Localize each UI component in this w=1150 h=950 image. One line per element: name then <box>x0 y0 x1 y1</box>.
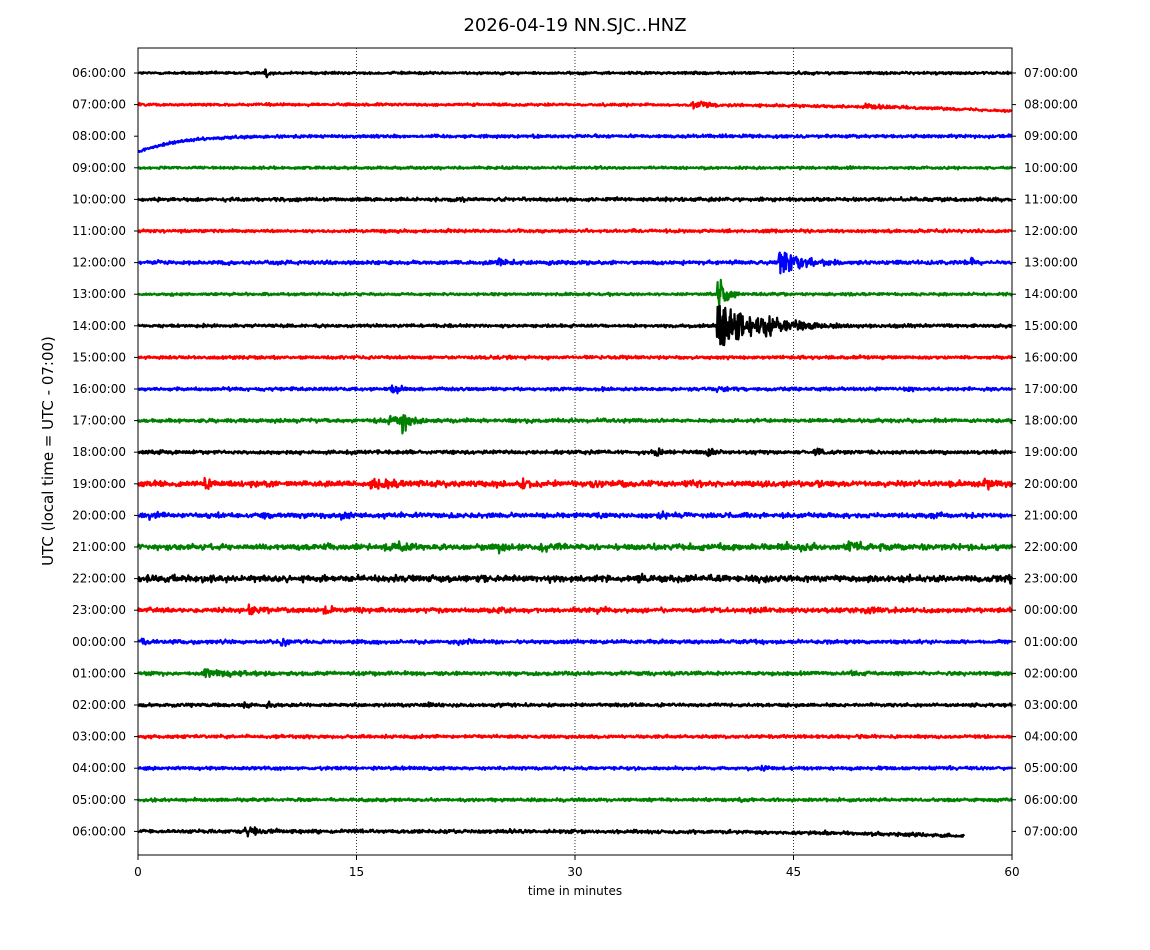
y-tick-label-utc: 20:00:00 <box>72 508 126 522</box>
y-tick-label-local: 20:00:00 <box>1024 477 1078 491</box>
y-tick-label-local: 17:00:00 <box>1024 382 1078 396</box>
x-tick-label: 15 <box>349 865 364 879</box>
trace-line <box>137 133 1013 153</box>
trace-line <box>137 668 1013 679</box>
y-tick-label-utc: 11:00:00 <box>72 224 126 238</box>
trace-line <box>136 476 1014 491</box>
trace-line <box>137 700 1013 709</box>
y-tick-label-utc: 09:00:00 <box>72 161 126 175</box>
y-tick-label-local: 18:00:00 <box>1024 414 1078 428</box>
trace-line <box>136 196 1013 203</box>
y-tick-label-local: 13:00:00 <box>1024 256 1078 270</box>
x-tick-label: 60 <box>1004 865 1019 879</box>
y-tick-label-local: 03:00:00 <box>1024 698 1078 712</box>
y-tick-label-local: 07:00:00 <box>1024 66 1078 80</box>
y-tick-label-utc: 07:00:00 <box>72 98 126 112</box>
y-tick-label-utc: 02:00:00 <box>72 698 126 712</box>
trace-line <box>137 384 1013 395</box>
y-tick-label-local: 14:00:00 <box>1024 287 1078 301</box>
y-tick-label-utc: 21:00:00 <box>72 540 126 554</box>
trace-line <box>137 304 1013 347</box>
trace-line <box>137 637 1013 647</box>
y-tick-label-utc: 14:00:00 <box>72 319 126 333</box>
y-tick-label-utc: 13:00:00 <box>72 287 126 301</box>
y-tick-label-local: 09:00:00 <box>1024 129 1078 143</box>
y-tick-label-local: 21:00:00 <box>1024 508 1078 522</box>
y-tick-label-utc: 05:00:00 <box>72 793 126 807</box>
trace-line <box>137 278 1014 308</box>
trace-line <box>137 227 1013 234</box>
y-tick-label-utc: 01:00:00 <box>72 666 126 680</box>
y-tick-label-local: 15:00:00 <box>1024 319 1078 333</box>
y-tick-label-utc: 08:00:00 <box>72 129 126 143</box>
y-tick-label-local: 22:00:00 <box>1024 540 1078 554</box>
trace-line <box>136 540 1014 555</box>
y-tick-label-utc: 18:00:00 <box>72 445 126 459</box>
x-tick-label: 0 <box>134 865 142 879</box>
y-tick-label-local: 11:00:00 <box>1024 192 1078 206</box>
y-tick-label-local: 02:00:00 <box>1024 666 1078 680</box>
trace-line <box>137 764 1014 772</box>
x-axis-label: time in minutes <box>527 884 623 898</box>
y-tick-label-local: 05:00:00 <box>1024 761 1078 775</box>
y-tick-label-utc: 23:00:00 <box>72 603 126 617</box>
y-tick-label-local: 12:00:00 <box>1024 224 1078 238</box>
y-tick-label-utc: 10:00:00 <box>72 192 126 206</box>
trace-line <box>137 510 1013 521</box>
y-tick-label-utc: 15:00:00 <box>72 350 126 364</box>
y-tick-label-utc: 06:00:00 <box>72 66 126 80</box>
trace-line <box>137 68 1013 79</box>
y-tick-label-local: 04:00:00 <box>1024 730 1078 744</box>
y-tick-label-utc: 00:00:00 <box>72 635 126 649</box>
trace-line <box>136 733 1013 740</box>
y-tick-label-local: 00:00:00 <box>1024 603 1078 617</box>
trace-line <box>136 572 1014 585</box>
y-tick-label-utc: 19:00:00 <box>72 477 126 491</box>
y-tick-label-utc: 12:00:00 <box>72 256 126 270</box>
trace-line <box>137 165 1013 171</box>
trace-line <box>136 603 1014 616</box>
chart-title: 2026-04-19 NN.SJC..HNZ <box>463 15 687 36</box>
y-tick-label-utc: 06:00:00 <box>72 824 126 838</box>
trace-line <box>137 447 1014 458</box>
trace-line <box>137 826 965 838</box>
y-tick-label-utc: 22:00:00 <box>72 572 126 586</box>
y-tick-label-local: 16:00:00 <box>1024 350 1078 364</box>
trace-line <box>136 100 1013 114</box>
y-tick-label-utc: 03:00:00 <box>72 730 126 744</box>
y-tick-label-utc: 04:00:00 <box>72 761 126 775</box>
y-tick-label-local: 19:00:00 <box>1024 445 1078 459</box>
x-tick-label: 45 <box>786 865 801 879</box>
y-tick-label-local: 01:00:00 <box>1024 635 1078 649</box>
y-tick-label-local: 10:00:00 <box>1024 161 1078 175</box>
y-tick-label-utc: 17:00:00 <box>72 414 126 428</box>
y-tick-label-local: 08:00:00 <box>1024 98 1078 112</box>
trace-line <box>137 251 1013 275</box>
y-tick-label-utc: 16:00:00 <box>72 382 126 396</box>
y-tick-label-local: 07:00:00 <box>1024 824 1078 838</box>
trace-line <box>137 354 1014 361</box>
trace-line <box>136 796 1013 804</box>
y-tick-label-local: 06:00:00 <box>1024 793 1078 807</box>
trace-line <box>136 414 1013 435</box>
y-tick-label-local: 23:00:00 <box>1024 572 1078 586</box>
x-tick-label: 30 <box>567 865 582 879</box>
